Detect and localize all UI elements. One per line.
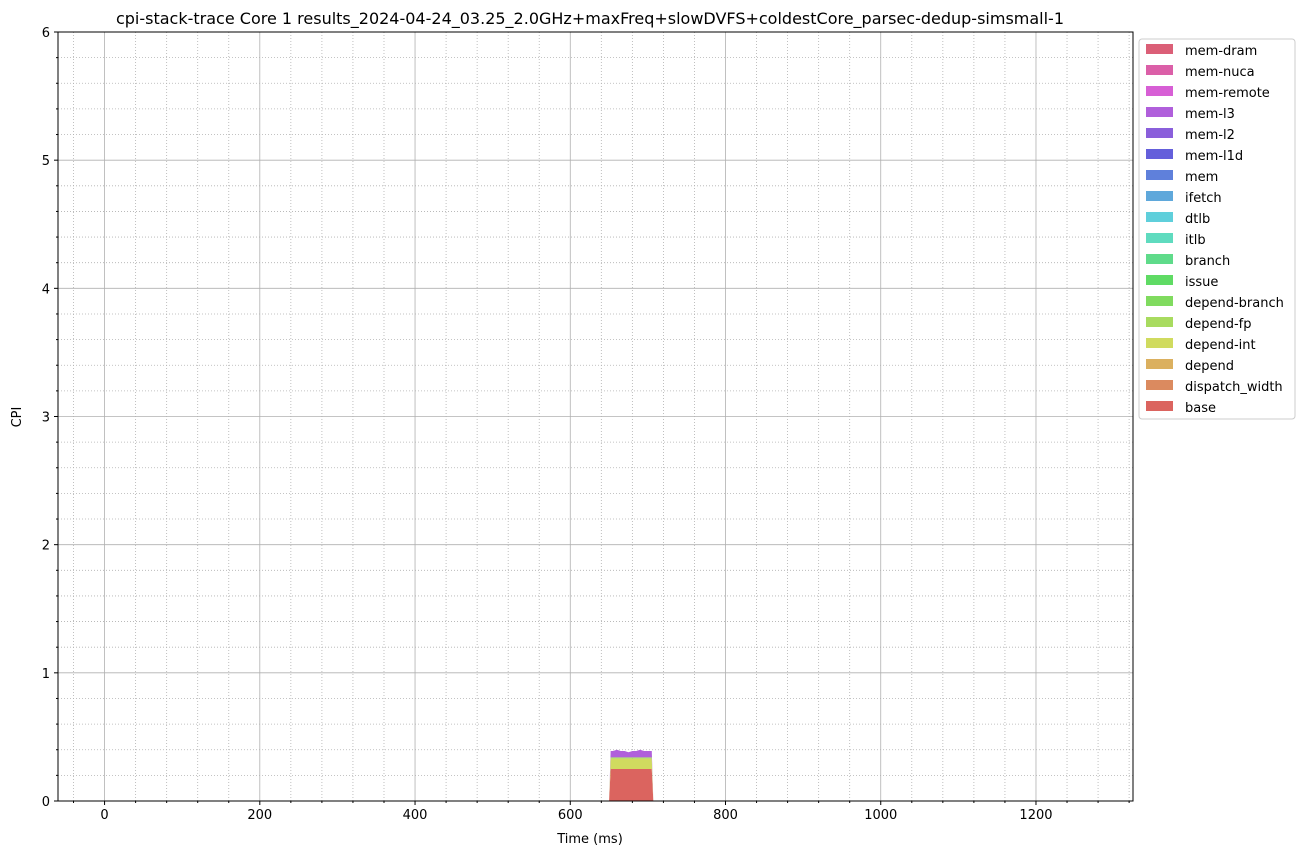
y-tick-label: 2 xyxy=(42,539,50,554)
y-axis-ticks: 0 1 2 3 4 5 6 xyxy=(42,26,58,810)
y-tick-label: 0 xyxy=(42,795,50,810)
legend-swatch-mem-remote xyxy=(1146,86,1173,96)
y-tick-label: 4 xyxy=(42,282,50,297)
x-tick-label: 400 xyxy=(403,808,428,823)
x-axis-ticks: 0 200 400 600 800 1000 1200 xyxy=(73,801,1130,823)
legend-swatch-mem-nuca xyxy=(1146,65,1173,75)
legend-label-base: base xyxy=(1185,401,1216,416)
legend-label-depend-branch: depend-branch xyxy=(1185,296,1284,311)
legend-label-depend-fp: depend-fp xyxy=(1185,317,1252,332)
area-mem-l3 xyxy=(609,749,656,801)
area-depend-int xyxy=(609,758,656,801)
legend-label-mem: mem xyxy=(1185,170,1218,185)
major-grid xyxy=(58,31,1133,802)
x-tick-label: 600 xyxy=(558,808,583,823)
y-tick-label: 5 xyxy=(42,154,50,169)
legend-label-mem-l1d: mem-l1d xyxy=(1185,149,1243,164)
legend: mem-dram mem-nuca mem-remote mem-l3 mem-l2 me… xyxy=(1138,38,1296,420)
legend-swatch-mem-l2 xyxy=(1146,128,1173,138)
area-base xyxy=(609,768,656,801)
legend-swatch-depend-fp xyxy=(1146,317,1173,327)
legend-label-mem-dram: mem-dram xyxy=(1185,44,1257,59)
legend-label-mem-l2: mem-l2 xyxy=(1185,128,1235,143)
legend-swatch-dtlb xyxy=(1146,212,1173,222)
x-tick-label: 0 xyxy=(100,808,108,823)
legend-swatch-depend-int xyxy=(1146,338,1173,348)
x-axis-label: Time (ms) xyxy=(556,832,623,847)
legend-box xyxy=(1138,38,1296,420)
y-tick-label: 1 xyxy=(42,667,50,682)
legend-swatch-base xyxy=(1146,401,1173,411)
legend-swatch-mem-dram xyxy=(1146,44,1173,54)
legend-label-ifetch: ifetch xyxy=(1185,191,1222,206)
legend-label-depend: depend xyxy=(1185,359,1234,374)
y-axis-label: CPI xyxy=(10,407,25,428)
legend-swatch-mem-l1d xyxy=(1146,149,1173,159)
chart-title: cpi-stack-trace Core 1 results_2024-04-2… xyxy=(116,9,1064,29)
stacked-areas xyxy=(609,749,656,801)
legend-swatch-dispatch-width xyxy=(1146,380,1173,390)
legend-swatch-issue xyxy=(1146,275,1173,285)
legend-label-mem-remote: mem-remote xyxy=(1185,86,1270,101)
legend-label-mem-nuca: mem-nuca xyxy=(1185,65,1255,80)
x-tick-label: 1200 xyxy=(1019,808,1052,823)
legend-label-depend-int: depend-int xyxy=(1185,338,1256,353)
legend-swatch-ifetch xyxy=(1146,191,1173,201)
legend-swatch-mem-l3 xyxy=(1146,107,1173,117)
x-tick-label: 1000 xyxy=(864,808,897,823)
legend-label-dispatch-width: dispatch_width xyxy=(1185,380,1283,395)
legend-swatch-itlb xyxy=(1146,233,1173,243)
legend-label-mem-l3: mem-l3 xyxy=(1185,107,1235,122)
legend-swatch-mem xyxy=(1146,170,1173,180)
x-tick-label: 800 xyxy=(713,808,738,823)
legend-label-issue: issue xyxy=(1185,275,1218,290)
x-tick-label: 200 xyxy=(247,808,272,823)
legend-label-dtlb: dtlb xyxy=(1185,212,1210,227)
legend-swatch-depend-branch xyxy=(1146,296,1173,306)
legend-swatch-branch xyxy=(1146,254,1173,264)
y-tick-label: 3 xyxy=(42,411,50,426)
legend-label-itlb: itlb xyxy=(1185,233,1206,248)
legend-label-branch: branch xyxy=(1185,254,1230,269)
legend-swatch-depend xyxy=(1146,359,1173,369)
y-tick-label: 6 xyxy=(42,26,50,41)
